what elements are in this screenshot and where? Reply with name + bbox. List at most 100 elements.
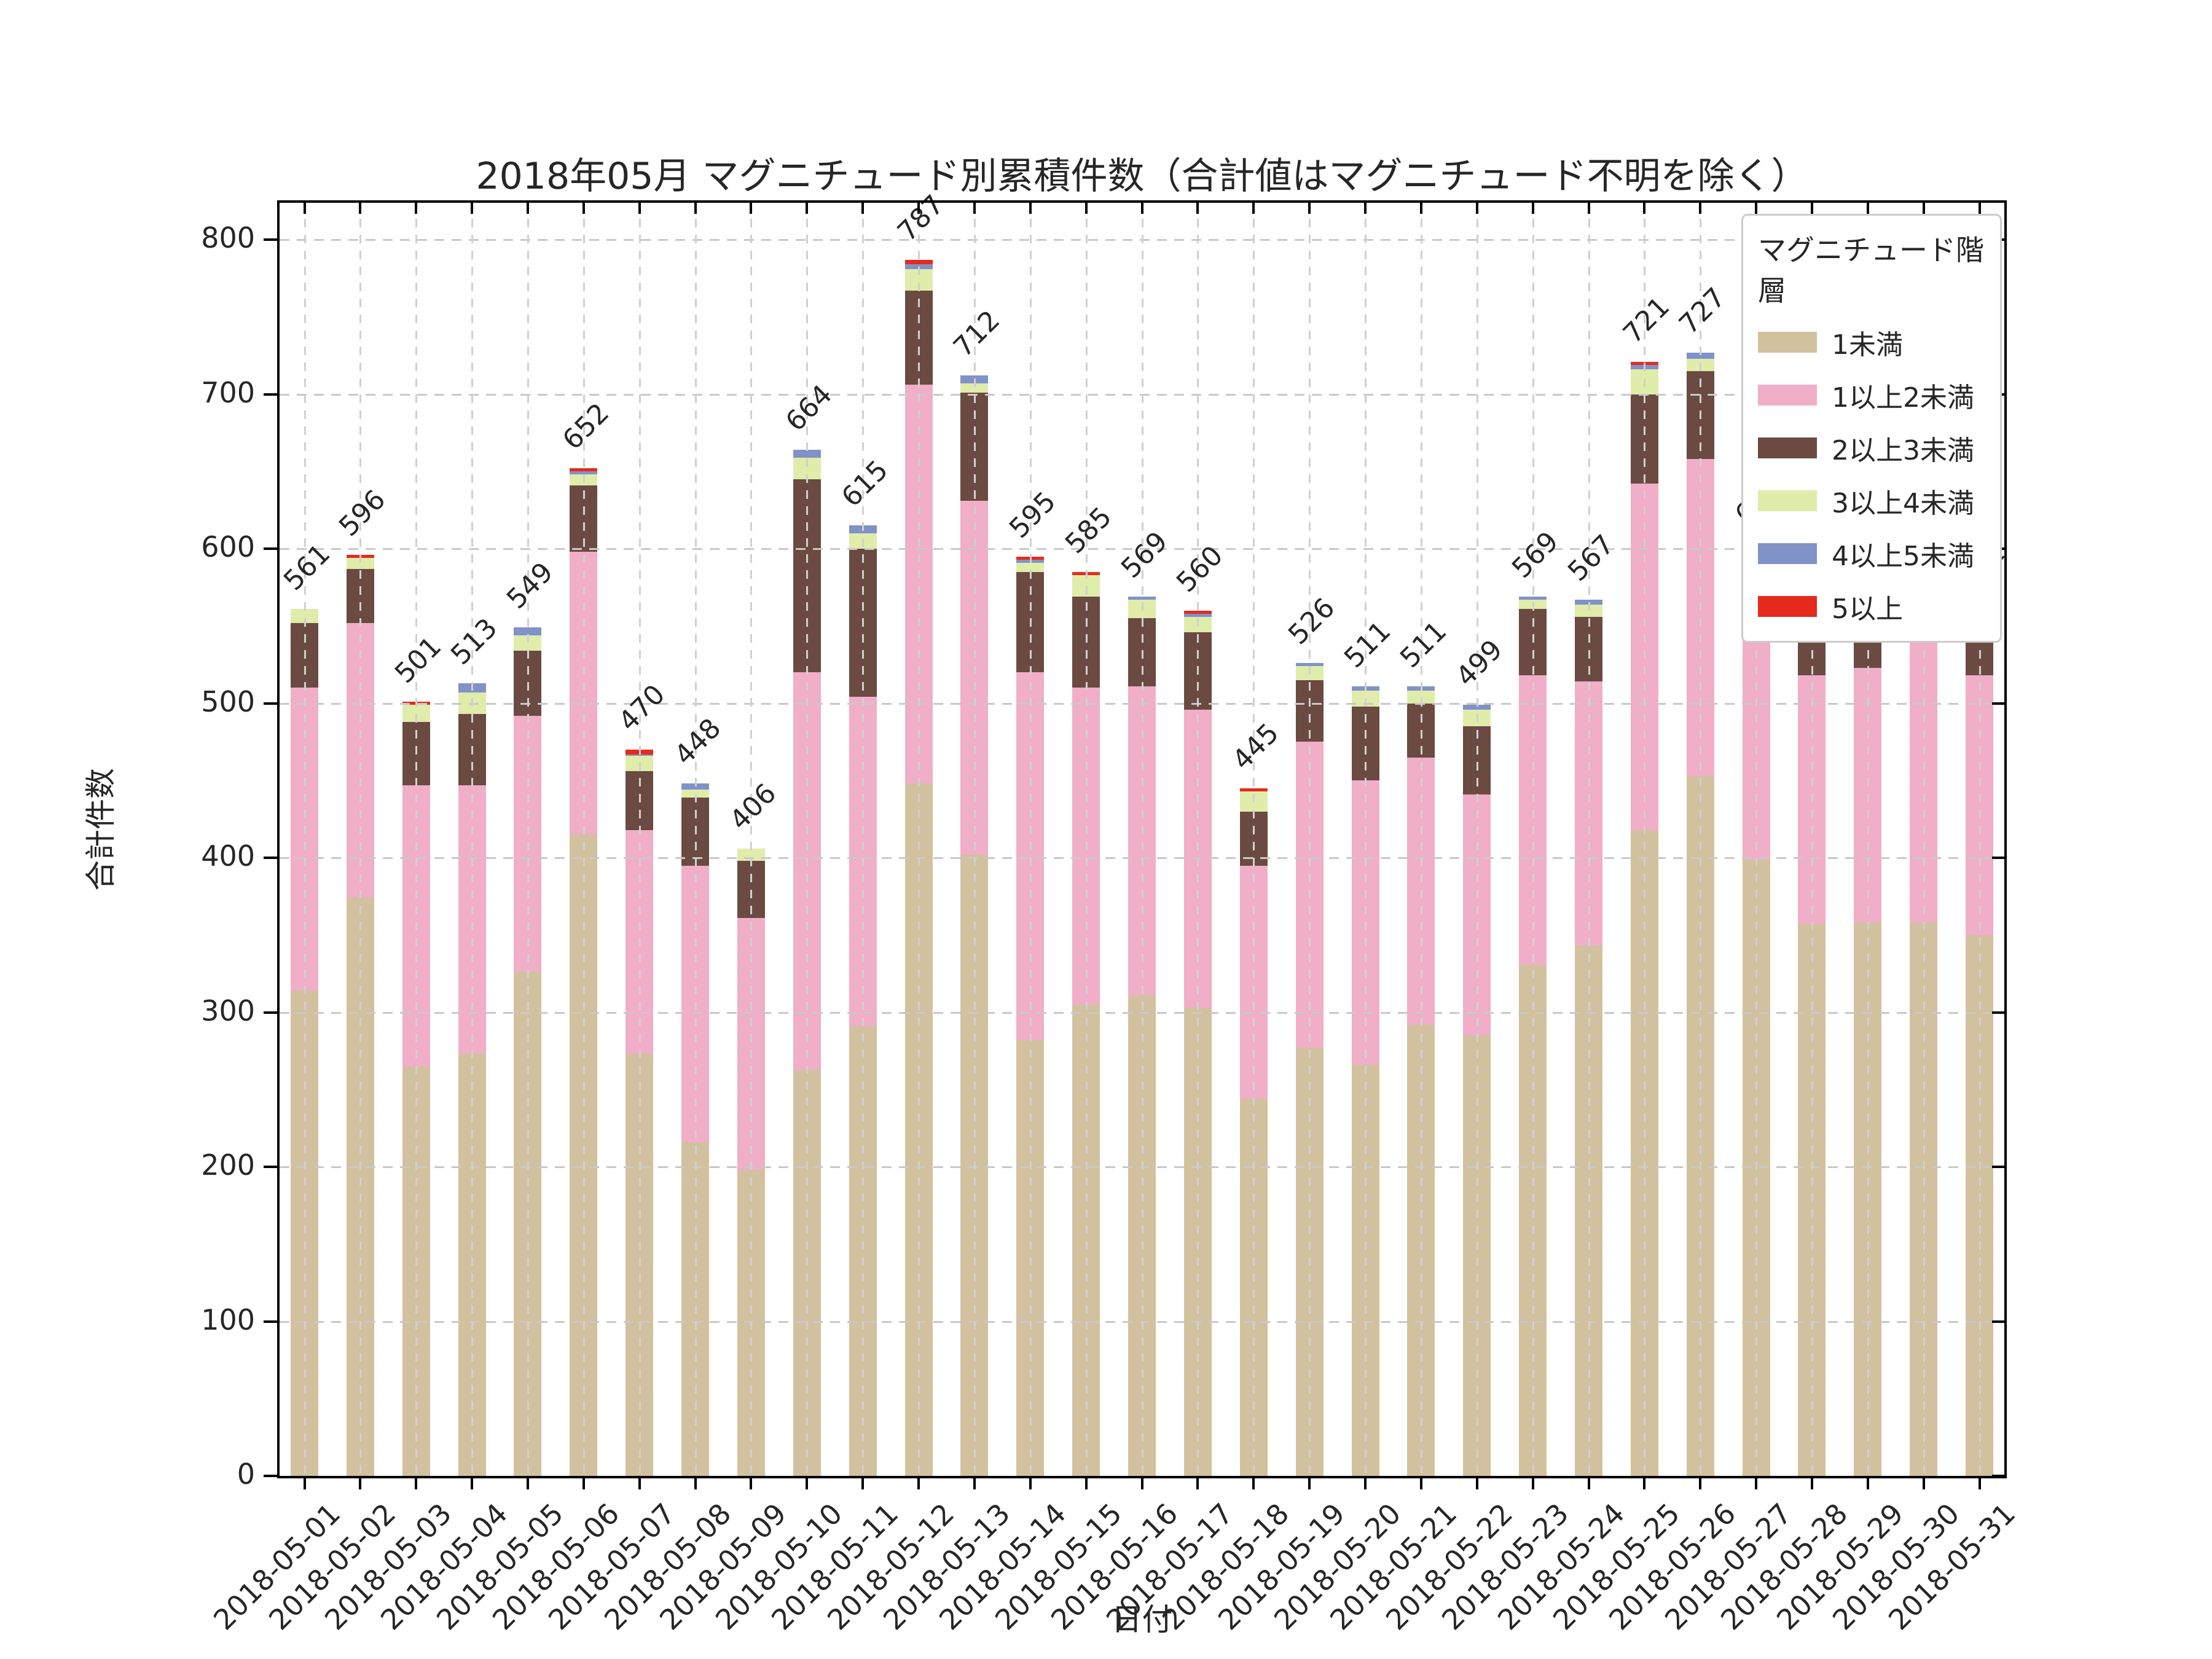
x-tick-top-2018-05-21 bbox=[1419, 203, 1422, 214]
x-gridline-2018-05-23 bbox=[1532, 203, 1534, 1476]
x-tick-top-2018-05-13 bbox=[973, 203, 976, 214]
bar-total-label: 511 bbox=[1338, 615, 1397, 674]
bar-total-label: 721 bbox=[1617, 291, 1676, 350]
x-gridline-2018-05-29 bbox=[1867, 203, 1869, 1476]
bar-total-label: 501 bbox=[389, 630, 448, 689]
bar-total-label: 448 bbox=[668, 712, 727, 772]
bar-total-label: 585 bbox=[1059, 501, 1118, 560]
x-gridline-2018-05-03 bbox=[415, 203, 418, 1476]
x-gridline-2018-05-26 bbox=[1700, 203, 1702, 1476]
x-gridline-2018-05-10 bbox=[806, 203, 809, 1476]
x-tick-2018-05-27 bbox=[1755, 1476, 1758, 1489]
x-tick-top-2018-05-15 bbox=[1084, 203, 1088, 214]
x-tick-2018-05-13 bbox=[973, 1476, 976, 1489]
x-tick-2018-05-05 bbox=[526, 1476, 529, 1489]
x-tick-2018-05-10 bbox=[806, 1476, 809, 1489]
bar-total-label: 664 bbox=[780, 378, 839, 438]
x-tick-2018-05-08 bbox=[694, 1476, 697, 1489]
y-tick-label: 200 bbox=[201, 1148, 255, 1182]
x-tick-top-2018-05-05 bbox=[526, 203, 529, 214]
legend-entries: 1未満 1以上2未満 2以上3未満 3以上4未満 4以上5未満 5以上 bbox=[1758, 323, 1985, 626]
bar-total-label: 569 bbox=[1505, 525, 1565, 584]
legend-entry-2: 2以上3未満 bbox=[1758, 428, 1985, 468]
legend-label: 2以上3未満 bbox=[1832, 435, 1974, 466]
legend-label: 5以上 bbox=[1832, 594, 1903, 625]
x-tick-top-2018-05-22 bbox=[1475, 203, 1478, 214]
x-tick-top-2018-05-12 bbox=[917, 203, 920, 214]
x-gridline-2018-05-04 bbox=[471, 203, 474, 1476]
bar-total-label: 615 bbox=[836, 454, 895, 514]
legend-swatch-1以上2未満 bbox=[1758, 385, 1817, 406]
x-tick-top-2018-05-10 bbox=[806, 203, 809, 214]
legend-label: 4以上5未満 bbox=[1832, 541, 1974, 572]
x-gridline-2018-05-28 bbox=[1811, 203, 1813, 1476]
x-tick-2018-05-22 bbox=[1475, 1476, 1478, 1489]
x-tick-top-2018-05-25 bbox=[1643, 203, 1646, 214]
legend-swatch-2以上3未満 bbox=[1758, 437, 1817, 458]
x-gridline-2018-05-18 bbox=[1253, 203, 1255, 1476]
bar-total-label: 445 bbox=[1226, 717, 1285, 776]
x-tick-2018-05-23 bbox=[1531, 1476, 1534, 1489]
x-tick-top-2018-05-24 bbox=[1587, 203, 1590, 214]
y-tick-right-400 bbox=[1992, 857, 2004, 859]
x-gridline-2018-05-27 bbox=[1755, 203, 1758, 1476]
x-tick-2018-05-16 bbox=[1140, 1476, 1143, 1489]
legend-entry-1: 1以上2未満 bbox=[1758, 375, 1985, 415]
legend-swatch-5以上 bbox=[1758, 596, 1817, 617]
legend-entry-4: 4以上5未満 bbox=[1758, 534, 1985, 573]
x-tick-2018-05-17 bbox=[1196, 1476, 1199, 1489]
x-tick-top-2018-05-19 bbox=[1308, 203, 1311, 214]
legend-entry-3: 3以上4未満 bbox=[1758, 481, 1985, 520]
bar-total-label: 561 bbox=[277, 538, 336, 597]
legend-label: 1未満 bbox=[1832, 329, 1903, 361]
bar-total-label: 526 bbox=[1282, 592, 1341, 651]
bar-total-label: 652 bbox=[556, 397, 616, 457]
y-tick-label: 600 bbox=[201, 530, 255, 563]
bar-total-label: 596 bbox=[333, 484, 392, 543]
y-tick-100 bbox=[264, 1320, 277, 1323]
legend-box: マグニチュード階層 1未満 1以上2未満 2以上3未満 3以上4未満 4以上5未満 5以上 bbox=[1741, 214, 2002, 643]
y-axis-label: 合計件数 bbox=[83, 768, 119, 891]
x-gridline-2018-05-22 bbox=[1476, 203, 1478, 1476]
x-tick-2018-05-25 bbox=[1643, 1476, 1646, 1489]
x-tick-2018-05-12 bbox=[917, 1476, 920, 1489]
bar-total-label: 712 bbox=[947, 304, 1006, 364]
x-tick-2018-05-06 bbox=[582, 1476, 585, 1489]
x-tick-2018-05-03 bbox=[415, 1476, 418, 1489]
x-gridline-2018-05-14 bbox=[1029, 203, 1032, 1476]
x-tick-top-2018-05-02 bbox=[359, 203, 362, 214]
y-tick-800 bbox=[264, 238, 277, 241]
x-gridline-2018-05-19 bbox=[1309, 203, 1311, 1476]
x-tick-2018-05-09 bbox=[750, 1476, 753, 1489]
x-tick-2018-05-11 bbox=[861, 1476, 865, 1489]
bar-total-label: 406 bbox=[724, 777, 783, 836]
x-tick-2018-05-04 bbox=[471, 1476, 474, 1489]
y-tick-right-100 bbox=[1992, 1320, 2004, 1323]
x-tick-top-2018-05-07 bbox=[638, 203, 641, 214]
x-gridline-2018-05-16 bbox=[1141, 203, 1143, 1476]
legend-swatch-1未満 bbox=[1758, 332, 1817, 353]
legend-swatch-4以上5未満 bbox=[1758, 543, 1817, 564]
x-tick-top-2018-05-09 bbox=[750, 203, 753, 214]
y-tick-700 bbox=[264, 393, 277, 396]
y-tick-200 bbox=[264, 1166, 277, 1168]
legend-entry-5: 5以上 bbox=[1758, 587, 1985, 626]
y-tick-right-0 bbox=[1992, 1475, 2004, 1477]
x-tick-top-2018-05-11 bbox=[861, 203, 865, 214]
x-tick-2018-05-21 bbox=[1419, 1476, 1422, 1489]
x-tick-top-2018-05-26 bbox=[1699, 203, 1702, 214]
chart-title: 2018年05月 マグニチュード別累積件数（合計値はマグニチュード不明を除く） bbox=[476, 155, 1808, 198]
x-gridline-2018-05-25 bbox=[1644, 203, 1646, 1476]
x-tick-2018-05-18 bbox=[1252, 1476, 1255, 1489]
y-tick-300 bbox=[264, 1011, 277, 1014]
x-tick-2018-05-31 bbox=[1978, 1476, 1981, 1489]
x-gridline-2018-05-21 bbox=[1420, 203, 1422, 1476]
bar-total-label: 499 bbox=[1449, 633, 1509, 692]
y-tick-label: 800 bbox=[201, 221, 255, 254]
x-tick-2018-05-02 bbox=[359, 1476, 362, 1489]
x-gridline-2018-05-01 bbox=[304, 203, 306, 1476]
x-gridline-2018-05-05 bbox=[527, 203, 529, 1476]
x-gridline-2018-05-24 bbox=[1588, 203, 1590, 1476]
y-tick-right-300 bbox=[1992, 1011, 2004, 1014]
x-tick-2018-05-01 bbox=[303, 1476, 306, 1489]
